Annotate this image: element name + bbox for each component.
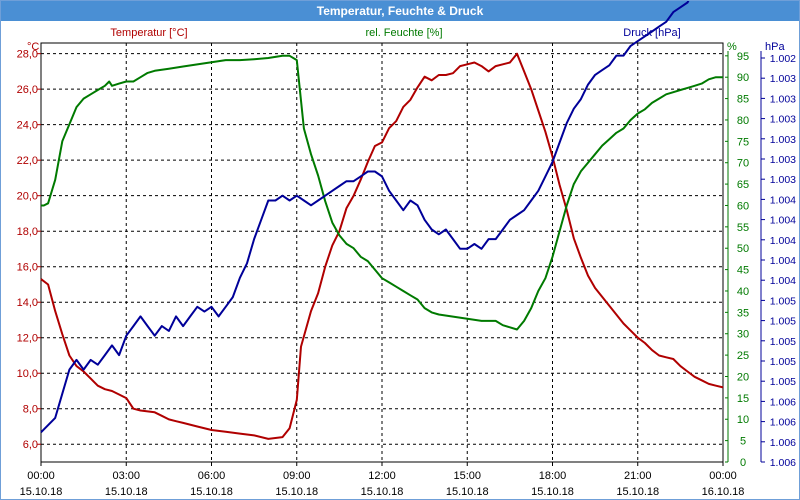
humidity-tick-label: 75 bbox=[737, 136, 749, 148]
x-tick-label-time: 21:00 bbox=[624, 470, 652, 482]
x-tick-label-date: 15.10.18 bbox=[531, 486, 574, 498]
pressure-tick-label: 1.006 bbox=[770, 457, 796, 469]
humidity-tick-label: 85 bbox=[737, 94, 749, 106]
window-title: Temperatur, Feuchte & Druck bbox=[1, 1, 799, 21]
x-tick-label-date: 15.10.18 bbox=[20, 486, 63, 498]
pressure-tick-label: 1.004 bbox=[770, 255, 796, 267]
pressure-tick-label: 1.005 bbox=[770, 336, 796, 348]
pressure-series-line bbox=[40, 1, 690, 434]
humidity-tick-label: 95 bbox=[737, 51, 749, 63]
humidity-tick-label: 55 bbox=[737, 222, 749, 234]
pressure-tick-label: 1.003 bbox=[770, 114, 796, 126]
temperature-axis-label: Temperatur [°C] bbox=[110, 27, 187, 39]
pressure-tick-label: 1.003 bbox=[770, 73, 796, 85]
humidity-tick-label: 60 bbox=[737, 200, 749, 212]
humidity-tick-label: 0 bbox=[740, 457, 746, 469]
humidity-tick-label: 10 bbox=[737, 414, 749, 426]
humidity-tick-label: 90 bbox=[737, 72, 749, 84]
pressure-tick-label: 1.006 bbox=[770, 417, 796, 429]
x-tick-label-date: 15.10.18 bbox=[190, 486, 233, 498]
temperature-tick-label: 8,0 bbox=[23, 404, 38, 416]
x-tick-label-time: 12:00 bbox=[368, 470, 396, 482]
humidity-unit: % bbox=[727, 41, 737, 53]
pressure-tick-label: 1.005 bbox=[770, 356, 796, 368]
humidity-tick-label: 35 bbox=[737, 307, 749, 319]
pressure-unit: hPa bbox=[765, 41, 785, 53]
x-tick-label-date: 15.10.18 bbox=[105, 486, 148, 498]
x-tick-label-date: 15.10.18 bbox=[616, 486, 659, 498]
temperature-tick-label: 10,0 bbox=[17, 368, 38, 380]
temperature-tick-label: 18,0 bbox=[17, 226, 38, 238]
x-tick-label-time: 00:00 bbox=[709, 470, 737, 482]
x-tick-label-time: 09:00 bbox=[283, 470, 311, 482]
temperature-tick-label: 14,0 bbox=[17, 297, 38, 309]
humidity-tick-label: 25 bbox=[737, 350, 749, 362]
pressure-tick-label: 1.005 bbox=[770, 316, 796, 328]
pressure-axis-label: Druck [hPa] bbox=[623, 27, 680, 39]
temperature-series-line bbox=[40, 52, 724, 440]
pressure-tick-label: 1.004 bbox=[770, 194, 796, 206]
humidity-tick-label: 50 bbox=[737, 243, 749, 255]
pressure-tick-label: 1.003 bbox=[770, 174, 796, 186]
pressure-tick-label: 1.004 bbox=[770, 275, 796, 287]
humidity-tick-label: 65 bbox=[737, 179, 749, 191]
pressure-tick-label: 1.002 bbox=[770, 53, 796, 65]
humidity-series-line bbox=[41, 54, 723, 331]
x-tick-label-date: 15.10.18 bbox=[275, 486, 318, 498]
temperature-tick-label: 12,0 bbox=[17, 333, 38, 345]
temperature-tick-label: 26,0 bbox=[17, 84, 38, 96]
pressure-tick-label: 1.004 bbox=[770, 215, 796, 227]
temperature-tick-label: 16,0 bbox=[17, 262, 38, 274]
humidity-tick-label: 80 bbox=[737, 115, 749, 127]
temperature-tick-label: 24,0 bbox=[17, 120, 38, 132]
pressure-tick-label: 1.004 bbox=[770, 235, 796, 247]
x-tick-label-time: 06:00 bbox=[198, 470, 226, 482]
pressure-tick-label: 1.005 bbox=[770, 376, 796, 388]
humidity-axis-label: rel. Feuchte [%] bbox=[365, 27, 442, 39]
pressure-tick-label: 1.003 bbox=[770, 134, 796, 146]
x-tick-label-date: 16.10.18 bbox=[702, 486, 745, 498]
x-tick-label-time: 18:00 bbox=[539, 470, 567, 482]
humidity-tick-label: 5 bbox=[740, 436, 746, 448]
humidity-tick-label: 70 bbox=[737, 158, 749, 170]
temperature-tick-label: 20,0 bbox=[17, 191, 38, 203]
pressure-tick-label: 1.006 bbox=[770, 437, 796, 449]
temperature-tick-label: 6,0 bbox=[23, 439, 38, 451]
x-tick-label-date: 15.10.18 bbox=[361, 486, 404, 498]
temperature-unit: °C bbox=[27, 41, 39, 53]
pressure-tick-label: 1.005 bbox=[770, 295, 796, 307]
temperature-tick-label: 28,0 bbox=[17, 49, 38, 61]
pressure-tick-label: 1.003 bbox=[770, 154, 796, 166]
x-tick-label-time: 15:00 bbox=[453, 470, 481, 482]
humidity-tick-label: 40 bbox=[737, 286, 749, 298]
temperature-tick-label: 22,0 bbox=[17, 155, 38, 167]
x-tick-label-time: 03:00 bbox=[112, 470, 140, 482]
humidity-tick-label: 30 bbox=[737, 329, 749, 341]
x-tick-label-date: 15.10.18 bbox=[446, 486, 489, 498]
humidity-tick-label: 15 bbox=[737, 393, 749, 405]
x-tick-label-time: 00:00 bbox=[27, 470, 55, 482]
pressure-tick-label: 1.003 bbox=[770, 93, 796, 105]
humidity-tick-label: 45 bbox=[737, 265, 749, 277]
humidity-tick-label: 20 bbox=[737, 371, 749, 383]
pressure-tick-label: 1.006 bbox=[770, 396, 796, 408]
